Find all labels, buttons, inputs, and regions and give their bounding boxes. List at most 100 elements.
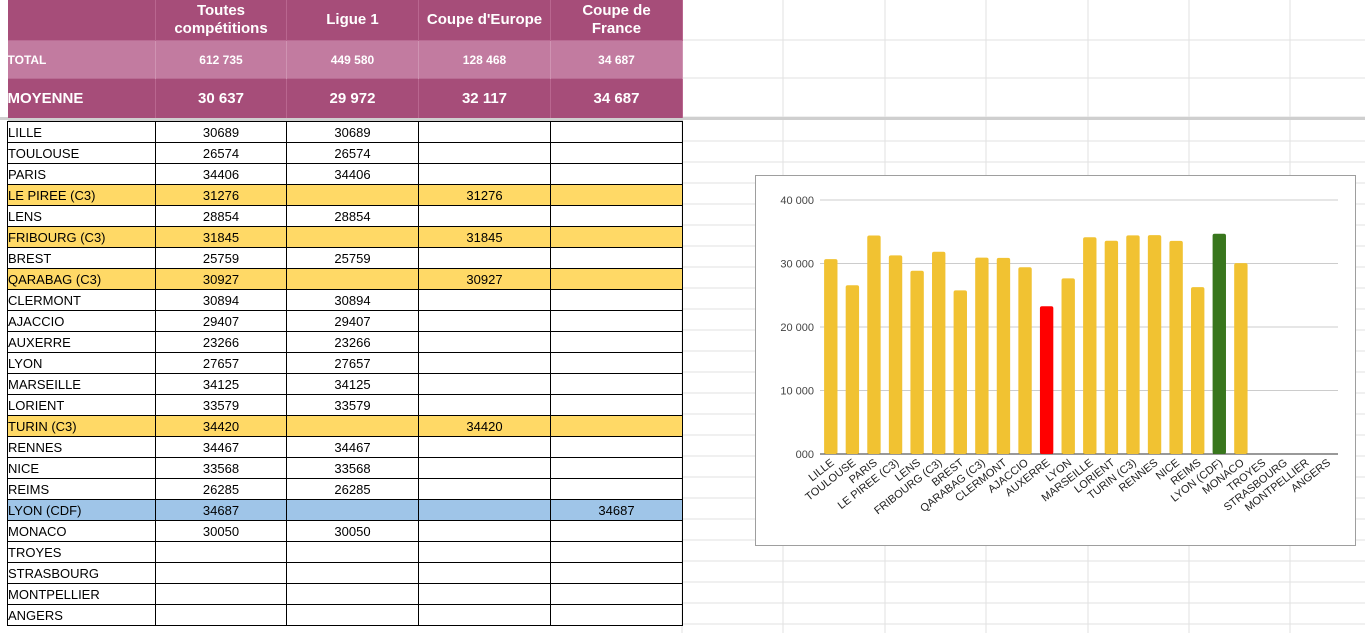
europe-cell[interactable] — [418, 373, 551, 395]
team-cell[interactable]: MONTPELLIER — [7, 583, 156, 605]
europe-cell[interactable] — [418, 121, 551, 143]
team-cell[interactable]: CLERMONT — [7, 289, 156, 311]
all-competitions-cell[interactable] — [155, 541, 287, 563]
team-cell[interactable]: ANGERS — [7, 604, 156, 626]
team-cell[interactable]: MARSEILLE — [7, 373, 156, 395]
ligue-1-cell[interactable]: 33579 — [286, 394, 419, 416]
coupe-de-france-cell[interactable] — [550, 583, 683, 605]
team-cell[interactable]: REIMS — [7, 478, 156, 500]
ligue-1-cell[interactable]: 34125 — [286, 373, 419, 395]
all-competitions-cell[interactable]: 34687 — [155, 499, 287, 521]
coupe-de-france-cell[interactable] — [550, 478, 683, 500]
team-cell[interactable]: TURIN (C3) — [7, 415, 156, 437]
all-competitions-cell[interactable]: 34406 — [155, 163, 287, 185]
europe-cell[interactable] — [418, 331, 551, 353]
team-cell[interactable]: TROYES — [7, 541, 156, 563]
coupe-de-france-cell[interactable] — [550, 520, 683, 542]
all-competitions-cell[interactable]: 23266 — [155, 331, 287, 353]
ligue-1-cell[interactable]: 30894 — [286, 289, 419, 311]
europe-cell[interactable] — [418, 436, 551, 458]
europe-cell[interactable] — [418, 457, 551, 479]
average-ligue-1[interactable]: 29 972 — [286, 78, 419, 118]
coupe-de-france-cell[interactable] — [550, 289, 683, 311]
all-competitions-cell[interactable]: 34420 — [155, 415, 287, 437]
europe-cell[interactable] — [418, 310, 551, 332]
team-cell[interactable]: LE PIREE (C3) — [7, 184, 156, 206]
total-all[interactable]: 612 735 — [155, 40, 287, 79]
ligue-1-cell[interactable]: 34406 — [286, 163, 419, 185]
europe-cell[interactable]: 31276 — [418, 184, 551, 206]
coupe-de-france-cell[interactable] — [550, 415, 683, 437]
ligue-1-cell[interactable] — [286, 268, 419, 290]
all-competitions-cell[interactable]: 30927 — [155, 268, 287, 290]
coupe-de-france-cell[interactable] — [550, 604, 683, 626]
coupe-de-france-cell[interactable] — [550, 436, 683, 458]
header-cell-all-competitions[interactable]: Toutes compétitions — [155, 0, 287, 41]
ligue-1-cell[interactable]: 25759 — [286, 247, 419, 269]
team-cell[interactable]: BREST — [7, 247, 156, 269]
coupe-de-france-cell[interactable] — [550, 457, 683, 479]
attendance-bar-chart[interactable]: 000 10 000 20 000 30 000 40 000 LILLE TOULOUSE… — [755, 175, 1356, 546]
ligue-1-cell[interactable]: 29407 — [286, 310, 419, 332]
europe-cell[interactable]: 31845 — [418, 226, 551, 248]
team-cell[interactable]: STRASBOURG — [7, 562, 156, 584]
average-cdf[interactable]: 34 687 — [550, 78, 683, 118]
average-europe[interactable]: 32 117 — [418, 78, 551, 118]
coupe-de-france-cell[interactable] — [550, 121, 683, 143]
europe-cell[interactable] — [418, 583, 551, 605]
ligue-1-cell[interactable] — [286, 583, 419, 605]
ligue-1-cell[interactable] — [286, 499, 419, 521]
ligue-1-cell[interactable] — [286, 604, 419, 626]
coupe-de-france-cell[interactable] — [550, 247, 683, 269]
ligue-1-cell[interactable] — [286, 415, 419, 437]
all-competitions-cell[interactable]: 31276 — [155, 184, 287, 206]
team-cell[interactable]: LYON (CDF) — [7, 499, 156, 521]
ligue-1-cell[interactable]: 30050 — [286, 520, 419, 542]
ligue-1-cell[interactable]: 33568 — [286, 457, 419, 479]
all-competitions-cell[interactable] — [155, 583, 287, 605]
coupe-de-france-cell[interactable] — [550, 205, 683, 227]
coupe-de-france-cell[interactable] — [550, 268, 683, 290]
europe-cell[interactable]: 30927 — [418, 268, 551, 290]
all-competitions-cell[interactable]: 29407 — [155, 310, 287, 332]
team-cell[interactable]: AJACCIO — [7, 310, 156, 332]
europe-cell[interactable] — [418, 562, 551, 584]
header-cell-coupe-de-france[interactable]: Coupe de France — [550, 0, 683, 41]
ligue-1-cell[interactable]: 26285 — [286, 478, 419, 500]
europe-cell[interactable] — [418, 604, 551, 626]
total-cdf[interactable]: 34 687 — [550, 40, 683, 79]
europe-cell[interactable] — [418, 478, 551, 500]
team-cell[interactable]: PARIS — [7, 163, 156, 185]
ligue-1-cell[interactable] — [286, 226, 419, 248]
header-cell-europe[interactable]: Coupe d'Europe — [418, 0, 551, 41]
all-competitions-cell[interactable]: 26574 — [155, 142, 287, 164]
europe-cell[interactable] — [418, 499, 551, 521]
team-cell[interactable]: AUXERRE — [7, 331, 156, 353]
team-cell[interactable]: FRIBOURG (C3) — [7, 226, 156, 248]
team-cell[interactable]: LILLE — [7, 121, 156, 143]
all-competitions-cell[interactable]: 31845 — [155, 226, 287, 248]
coupe-de-france-cell[interactable] — [550, 142, 683, 164]
all-competitions-cell[interactable]: 27657 — [155, 352, 287, 374]
coupe-de-france-cell[interactable] — [550, 394, 683, 416]
europe-cell[interactable] — [418, 142, 551, 164]
europe-cell[interactable] — [418, 394, 551, 416]
all-competitions-cell[interactable]: 30050 — [155, 520, 287, 542]
ligue-1-cell[interactable] — [286, 184, 419, 206]
frozen-separator-bar[interactable] — [7, 118, 683, 122]
all-competitions-cell[interactable] — [155, 562, 287, 584]
coupe-de-france-cell[interactable] — [550, 562, 683, 584]
coupe-de-france-cell[interactable] — [550, 352, 683, 374]
ligue-1-cell[interactable]: 28854 — [286, 205, 419, 227]
coupe-de-france-cell[interactable] — [550, 310, 683, 332]
europe-cell[interactable] — [418, 520, 551, 542]
all-competitions-cell[interactable]: 34125 — [155, 373, 287, 395]
header-cell-team[interactable] — [7, 0, 156, 41]
all-competitions-cell[interactable]: 34467 — [155, 436, 287, 458]
all-competitions-cell[interactable]: 28854 — [155, 205, 287, 227]
coupe-de-france-cell[interactable] — [550, 184, 683, 206]
ligue-1-cell[interactable] — [286, 562, 419, 584]
team-cell[interactable]: LENS — [7, 205, 156, 227]
team-cell[interactable]: LORIENT — [7, 394, 156, 416]
coupe-de-france-cell[interactable] — [550, 226, 683, 248]
